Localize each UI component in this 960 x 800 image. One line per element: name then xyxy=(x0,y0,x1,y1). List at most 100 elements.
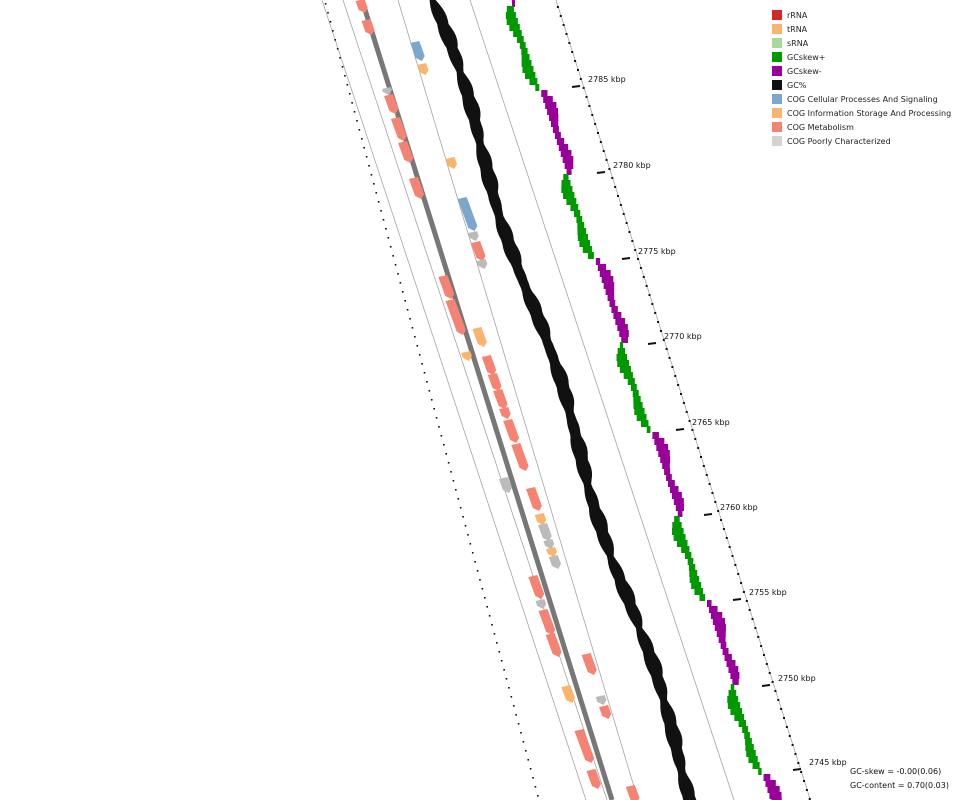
scale-dot xyxy=(496,642,498,644)
scale-dot xyxy=(356,120,358,122)
scale-major-tick xyxy=(703,513,713,516)
gene-information xyxy=(461,351,472,361)
gc-skew-negative-bar xyxy=(558,144,569,151)
scale-major-tick xyxy=(675,428,685,431)
gc-skew-negative-bar xyxy=(564,162,574,169)
gc-skew-stat: GC-skew = -0.00(0.06) xyxy=(850,767,942,776)
legend-label-cog-metabolism: COG Metabolism xyxy=(787,122,854,132)
scale-dot xyxy=(527,759,530,761)
scale-dot xyxy=(385,228,387,230)
scale-dot xyxy=(571,51,574,53)
scale-dot xyxy=(520,732,522,734)
gc-skew-negative-bar xyxy=(658,450,670,457)
scale-dot xyxy=(751,618,754,620)
scale-dot xyxy=(614,186,617,188)
gene-metabolism xyxy=(384,94,399,114)
scale-dot xyxy=(517,723,520,725)
gc-skew-positive-bar xyxy=(513,30,522,37)
gc-skew-negative-bar xyxy=(675,504,684,511)
gc-skew-positive-bar xyxy=(632,390,639,397)
scale-dot xyxy=(510,696,513,698)
scale-dot xyxy=(622,213,625,215)
scale-dot xyxy=(742,591,745,593)
gc-skew-negative-bar xyxy=(718,636,726,643)
gc-skew-negative-bar xyxy=(714,624,726,631)
scale-dot xyxy=(805,789,808,791)
scale-dot xyxy=(406,309,409,311)
scale-dot xyxy=(414,336,416,338)
gc-skew-positive-bar xyxy=(616,354,628,361)
scale-dot xyxy=(657,321,660,323)
scale-dot xyxy=(508,687,510,689)
gc-skew-negative-bar xyxy=(566,168,572,175)
scale-dot xyxy=(800,771,803,773)
gc-skew-positive-bar xyxy=(579,240,590,247)
scale-dot xyxy=(737,573,740,575)
scale-dot xyxy=(608,168,611,170)
scale-dot xyxy=(694,438,697,440)
legend-item-gcskew-pos: GCskew+ xyxy=(772,50,951,64)
scale-dot xyxy=(648,294,651,296)
legend-label-gcskew-pos: GCskew+ xyxy=(787,52,826,62)
scale-dot xyxy=(625,222,628,224)
scale-dot xyxy=(351,102,353,104)
gene-poorly xyxy=(381,87,392,95)
scale-dot xyxy=(711,492,714,494)
scale-dot xyxy=(691,429,694,431)
scale-dot xyxy=(479,579,481,581)
gc-skew-positive-bar xyxy=(519,42,526,49)
scale-major-tick xyxy=(647,342,657,345)
gene-metabolism xyxy=(545,633,562,657)
gc-skew-negative-bar xyxy=(728,666,739,673)
legend-swatch-cog-poorly xyxy=(772,136,782,146)
scale-major-tick xyxy=(596,171,606,174)
gc-skew-positive-bar xyxy=(727,702,741,709)
scale-dot xyxy=(745,600,748,602)
scale-dot xyxy=(469,543,472,545)
gc-skew-negative-bar xyxy=(765,780,776,787)
gc-skew-positive-bar xyxy=(617,360,629,367)
gc-skew-positive-bar xyxy=(646,426,651,433)
scale-major-tick xyxy=(732,598,742,601)
gc-skew-negative-bar xyxy=(609,300,616,307)
gc-skew-positive-bar xyxy=(689,576,700,583)
scale-dot xyxy=(488,615,491,617)
gene-metabolism xyxy=(390,117,407,141)
gc-skew-negative-bar xyxy=(551,120,559,127)
gc-skew-negative-bar xyxy=(541,90,548,97)
gene-cellular xyxy=(457,197,478,231)
scale-dot xyxy=(394,264,397,266)
scale-dot xyxy=(421,363,423,365)
gc-skew-positive-bar xyxy=(752,762,760,769)
scale-dot xyxy=(634,249,637,251)
gc-skew-positive-bar xyxy=(672,522,682,529)
scale-dot xyxy=(476,570,479,572)
scale-dot xyxy=(654,312,657,314)
gc-skew-positive-bar xyxy=(634,408,645,415)
scale-dot xyxy=(771,681,774,683)
gc-skew-positive-bar xyxy=(730,708,743,715)
scale-dot xyxy=(370,174,373,176)
gene-track xyxy=(355,0,640,800)
gc-skew-negative-bar xyxy=(545,102,557,109)
scale-dot xyxy=(430,399,433,401)
legend-swatch-gcskew-neg xyxy=(772,66,782,76)
scale-dot xyxy=(534,786,537,788)
scale-dot xyxy=(368,165,370,167)
gene-information xyxy=(546,547,557,557)
gc-skew-positive-bar xyxy=(633,396,641,403)
gene-poorly xyxy=(535,599,547,609)
scale-dot xyxy=(363,147,365,149)
scale-dot xyxy=(599,141,602,143)
gene-metabolism xyxy=(438,275,455,299)
scale-dot xyxy=(503,669,505,671)
legend-item-rrna: rRNA xyxy=(772,8,951,22)
scale-dot xyxy=(438,426,440,428)
gene-metabolism xyxy=(525,487,542,511)
scale-dot xyxy=(486,606,489,608)
gene-poorly xyxy=(543,539,555,549)
gc-skew-negative-bar xyxy=(726,660,736,667)
gc-skew-negative-bar xyxy=(767,786,780,793)
legend-item-trna: tRNA xyxy=(772,22,951,36)
